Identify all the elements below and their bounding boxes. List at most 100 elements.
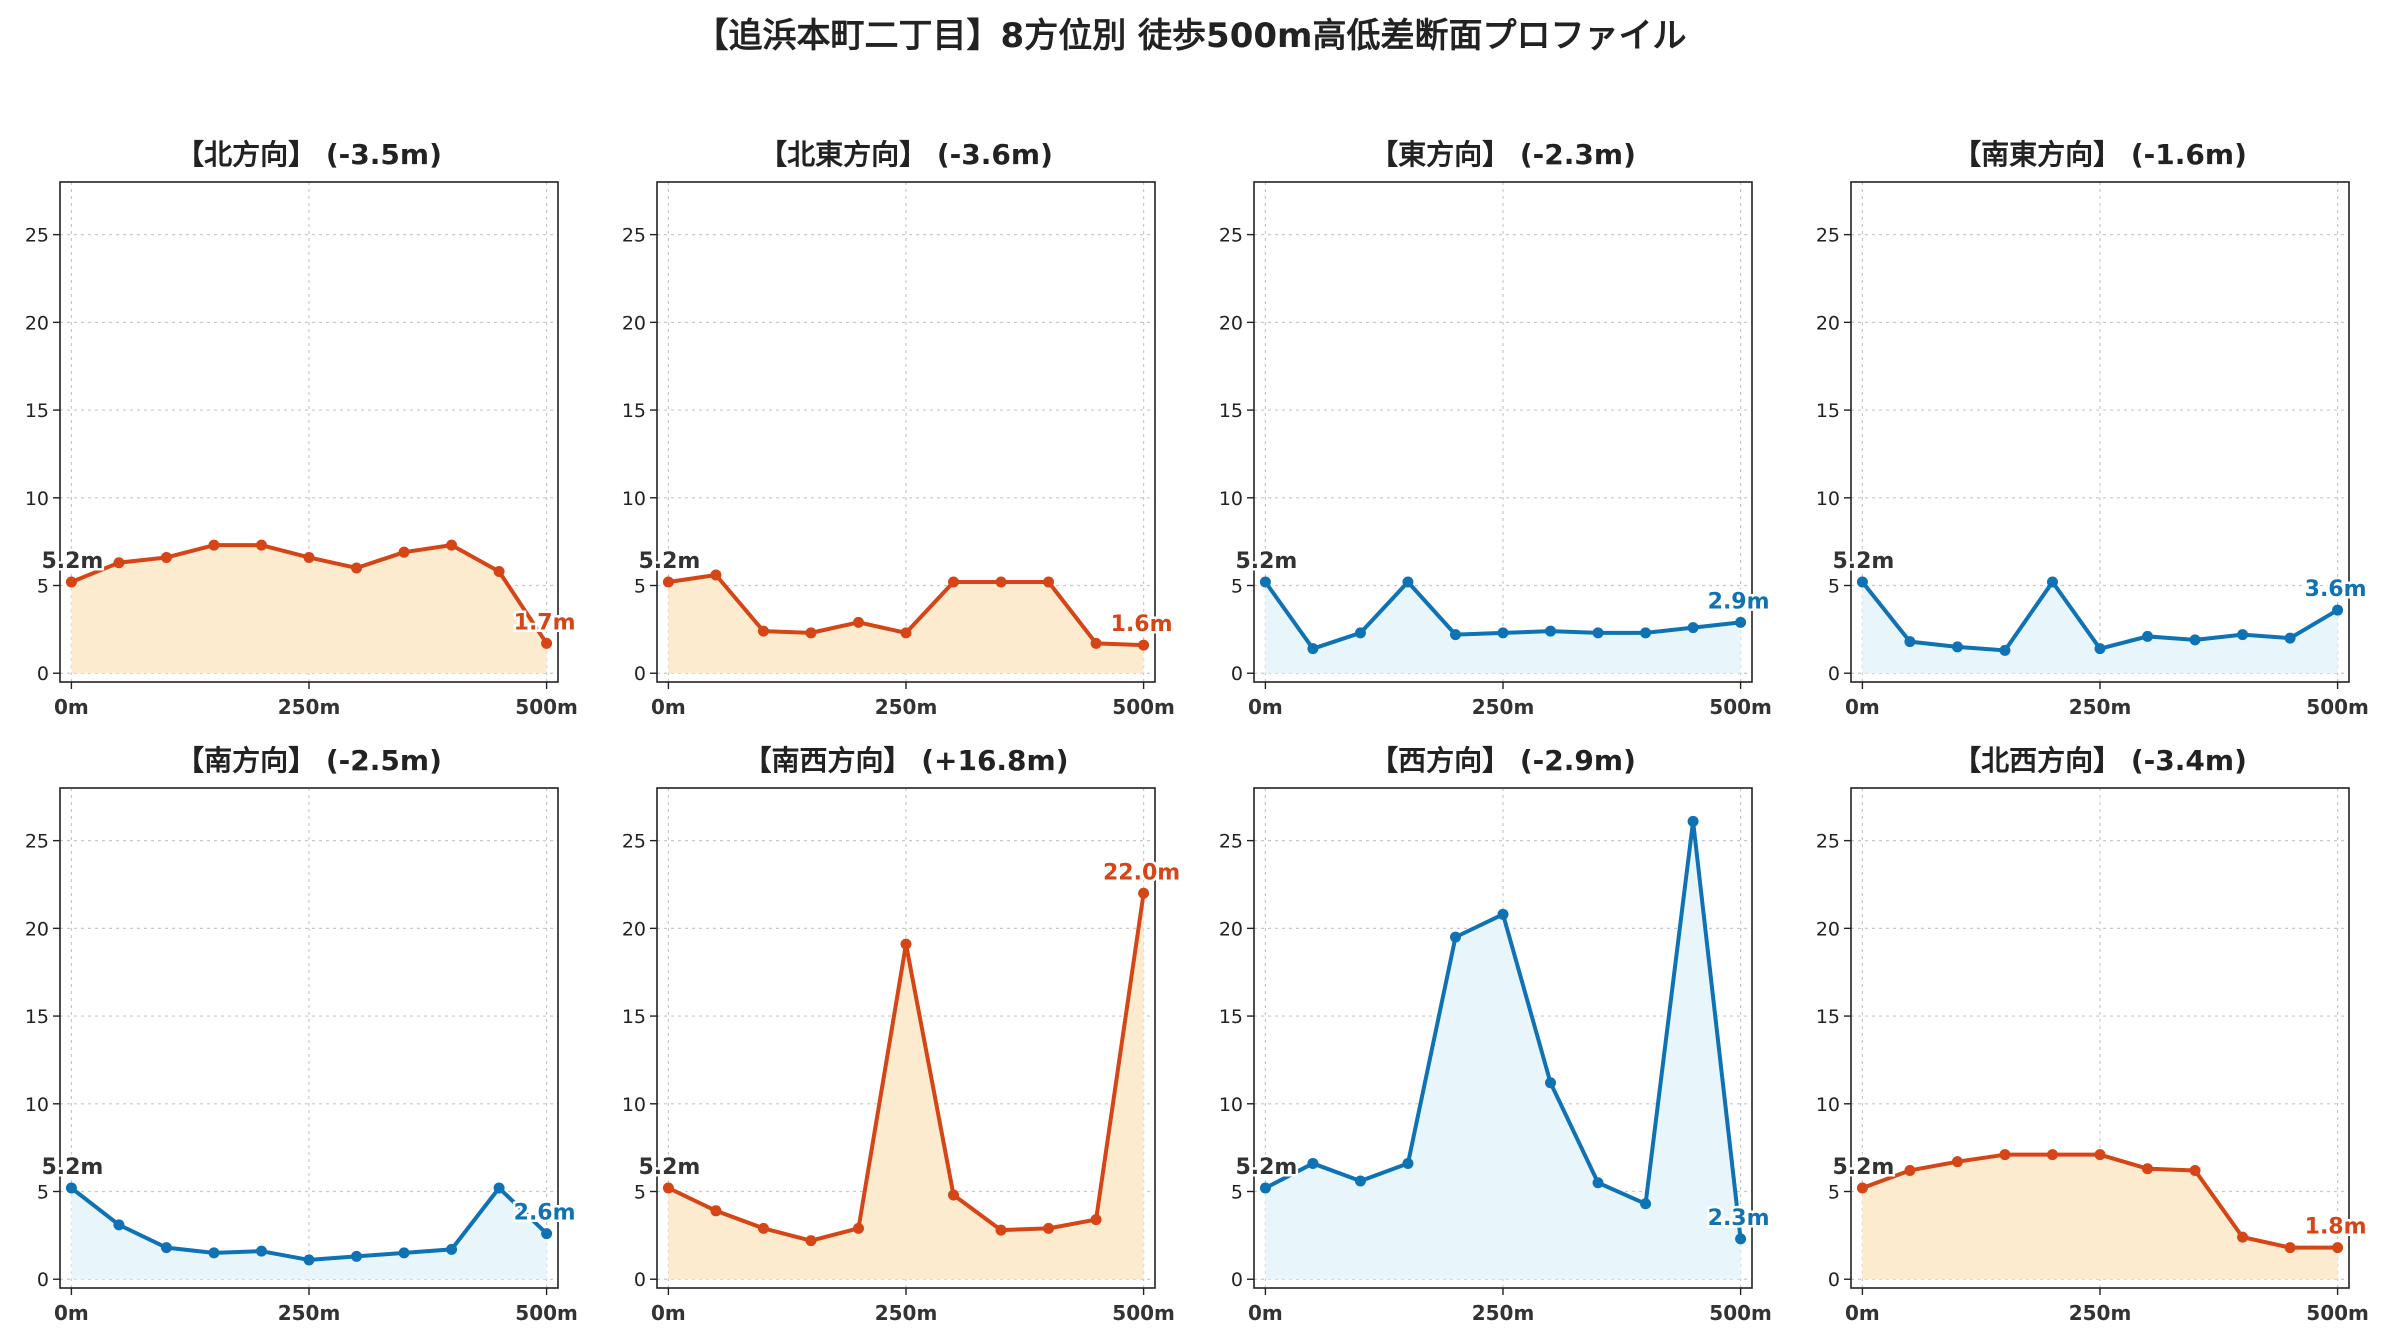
x-tick-label: 0m (1845, 695, 1880, 719)
data-point (2094, 1149, 2106, 1161)
y-tick-label: 15 (1219, 400, 1243, 422)
area-fill (71, 1188, 547, 1280)
y-tick-label: 10 (622, 1094, 646, 1116)
y-tick-label: 5 (37, 576, 49, 598)
data-point (2284, 1242, 2296, 1254)
data-point (1951, 641, 1963, 653)
y-tick-label: 0 (634, 1269, 646, 1291)
data-point (1090, 637, 1102, 649)
panel-title: 【南方向】 (-2.5m) (176, 744, 442, 777)
y-tick-label: 15 (1816, 1006, 1840, 1028)
x-tick-label: 250m (1472, 1301, 1535, 1325)
end-value-label: 22.0m (1103, 860, 1180, 885)
data-point (900, 627, 912, 639)
y-tick-label: 0 (1828, 663, 1840, 685)
end-value-label: 1.6m (1111, 612, 1173, 637)
data-point (1640, 627, 1652, 639)
data-point (2189, 1164, 2201, 1176)
x-tick-label: 500m (515, 695, 578, 719)
end-value-label: 2.9m (1708, 589, 1770, 614)
y-tick-label: 10 (25, 488, 49, 510)
y-tick-label: 20 (1816, 918, 1840, 940)
y-tick-label: 25 (622, 225, 646, 247)
data-point (900, 938, 912, 950)
area-fill (1265, 821, 1741, 1280)
start-value-label: 5.2m (1235, 549, 1297, 574)
y-tick-label: 25 (1816, 831, 1840, 853)
panel-title: 【北方向】 (-3.5m) (176, 138, 442, 171)
data-point (398, 1247, 410, 1259)
data-point (2046, 576, 2058, 588)
data-point (1545, 625, 1557, 637)
data-point (1043, 576, 1055, 588)
data-point (662, 576, 674, 588)
y-tick-label: 5 (1828, 576, 1840, 598)
data-point (1497, 908, 1509, 920)
y-tick-label: 20 (622, 918, 646, 940)
x-tick-label: 250m (1472, 695, 1535, 719)
y-tick-label: 5 (1231, 576, 1243, 598)
x-tick-label: 0m (651, 695, 686, 719)
y-tick-label: 25 (622, 831, 646, 853)
data-point (2094, 643, 2106, 655)
x-tick-label: 250m (278, 695, 341, 719)
x-tick-label: 500m (1112, 1301, 1175, 1325)
end-value-label: 1.7m (514, 610, 576, 635)
y-tick-label: 20 (1816, 312, 1840, 334)
data-point (805, 627, 817, 639)
y-tick-label: 10 (1219, 488, 1243, 510)
end-value-label: 2.6m (514, 1201, 576, 1226)
panel-title: 【南東方向】 (-1.6m) (1953, 138, 2247, 171)
y-tick-label: 15 (25, 400, 49, 422)
data-point (1449, 931, 1461, 943)
y-tick-label: 20 (25, 918, 49, 940)
y-tick-label: 20 (1219, 918, 1243, 940)
data-point (113, 557, 125, 569)
data-point (446, 1243, 458, 1255)
x-tick-label: 0m (1845, 1301, 1880, 1325)
data-point (1856, 1182, 1868, 1194)
y-tick-label: 0 (634, 663, 646, 685)
area-fill (668, 893, 1144, 1280)
start-value-label: 5.2m (1832, 1155, 1894, 1180)
data-point (948, 1189, 960, 1201)
data-point (208, 539, 220, 551)
data-point (351, 562, 363, 574)
y-tick-label: 5 (37, 1182, 49, 1204)
y-tick-label: 10 (622, 488, 646, 510)
panel-title: 【北東方向】 (-3.6m) (759, 138, 1053, 171)
data-point (160, 1242, 172, 1254)
area-fill (1862, 1154, 2338, 1280)
data-point (1592, 1177, 1604, 1189)
x-tick-label: 500m (2306, 695, 2369, 719)
start-value-label: 5.2m (41, 549, 103, 574)
start-value-label: 5.2m (1832, 549, 1894, 574)
y-tick-label: 5 (634, 576, 646, 598)
x-tick-label: 250m (2069, 1301, 2132, 1325)
panel-title: 【西方向】 (-2.9m) (1370, 744, 1636, 777)
panel-title: 【東方向】 (-2.3m) (1370, 138, 1636, 171)
x-tick-label: 500m (1112, 695, 1175, 719)
y-tick-label: 20 (622, 312, 646, 334)
data-point (398, 546, 410, 558)
data-point (710, 1205, 722, 1217)
data-point (1043, 1222, 1055, 1234)
data-point (1138, 639, 1150, 651)
y-tick-label: 5 (1231, 1182, 1243, 1204)
data-point (1307, 1157, 1319, 1169)
x-tick-label: 0m (54, 695, 89, 719)
data-point (351, 1250, 363, 1262)
end-value-label: 3.6m (2305, 577, 2367, 602)
y-tick-label: 0 (1828, 1269, 1840, 1291)
y-tick-label: 0 (37, 1269, 49, 1291)
y-tick-label: 10 (25, 1094, 49, 1116)
y-tick-label: 15 (622, 400, 646, 422)
data-point (757, 625, 769, 637)
x-tick-label: 0m (1248, 695, 1283, 719)
y-tick-label: 10 (1219, 1094, 1243, 1116)
